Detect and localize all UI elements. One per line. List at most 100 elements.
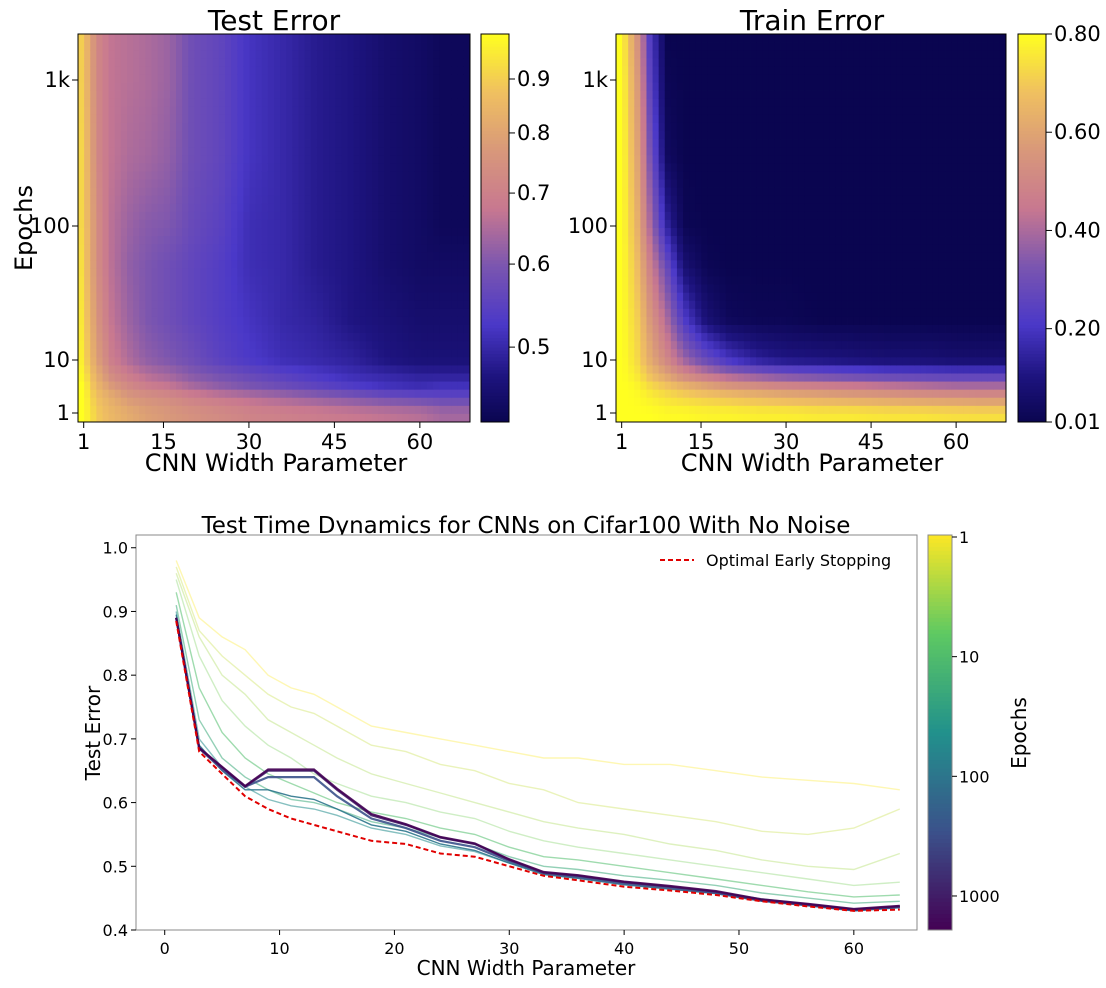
heatmap-cell — [658, 139, 666, 148]
heatmap-cell — [127, 389, 134, 399]
heatmap-cell — [421, 122, 428, 132]
heatmap-cell — [713, 260, 720, 269]
heatmap-cell — [108, 333, 116, 342]
heatmap-cell — [323, 349, 330, 358]
heatmap-cell — [768, 333, 775, 342]
heatmap-cell — [145, 260, 152, 269]
heatmap-cell — [249, 163, 257, 172]
heatmap-cell — [212, 122, 220, 132]
heatmap-cell — [316, 106, 324, 116]
heatmap-cell — [622, 413, 629, 423]
heatmap-cell — [365, 147, 373, 156]
heatmap-cell — [280, 389, 287, 399]
heatmap-cell — [206, 163, 214, 172]
heatmap-cell — [384, 42, 391, 51]
heatmap-cell — [182, 211, 189, 221]
heatmap-cell — [670, 50, 678, 59]
heatmap-cell — [176, 357, 183, 366]
heatmap-cell — [676, 139, 684, 148]
colorbar-segment — [481, 127, 509, 132]
heatmap-cell — [255, 389, 263, 399]
heatmap-cell — [634, 389, 641, 399]
heatmap-cell — [451, 66, 459, 75]
heatmap-cell — [725, 349, 733, 358]
heatmap-cell — [634, 90, 641, 100]
heatmap-cell — [237, 260, 244, 269]
heatmap-cell — [628, 179, 635, 188]
heatmap-cell — [628, 397, 635, 407]
heatmap-cell — [206, 171, 214, 180]
heatmap-cell — [274, 349, 281, 358]
heatmap-cell — [616, 260, 623, 269]
heatmap-cell — [743, 389, 751, 399]
heatmap-cell — [427, 405, 434, 415]
heatmap-cell — [114, 114, 122, 124]
heatmap-cell — [451, 276, 459, 285]
heatmap-cell — [84, 90, 91, 100]
heatmap-cell — [188, 413, 195, 423]
heatmap-cell — [225, 276, 232, 285]
heatmap-cell — [206, 276, 214, 285]
heatmap-cell — [737, 389, 745, 399]
heatmap-cell — [188, 373, 195, 382]
heatmap-cell — [451, 300, 459, 310]
heatmap-cell — [102, 244, 110, 253]
heatmap-cell — [96, 131, 103, 140]
heatmap-cell — [750, 58, 757, 67]
heatmap-cell — [206, 179, 214, 188]
heatmap-cell — [786, 203, 794, 213]
heatmap-cell — [194, 236, 201, 245]
heatmap-cell — [433, 349, 440, 358]
heatmap-cell — [713, 341, 720, 350]
heatmap-cell — [829, 90, 836, 100]
heatmap-cell — [212, 155, 220, 164]
heatmap-cell — [304, 397, 312, 407]
heatmap-cell — [628, 300, 635, 310]
heatmap-cell — [372, 268, 379, 277]
heatmap-cell — [817, 308, 824, 318]
heatmap-cell — [786, 171, 794, 180]
heatmap-cell — [353, 74, 361, 83]
heatmap-cell — [359, 325, 367, 334]
heatmap-cell — [212, 219, 220, 229]
heatmap-cell — [145, 357, 152, 366]
colorbar-segment — [481, 134, 509, 138]
heatmap-cell — [353, 203, 361, 213]
heatmap-cell — [145, 131, 152, 140]
heatmap-cell — [421, 195, 428, 205]
heatmap-cell — [90, 171, 97, 180]
heatmap-cell — [157, 333, 165, 342]
heatmap-cell — [310, 203, 318, 213]
x-tick-label: 1 — [77, 430, 90, 454]
heatmap-cell — [670, 82, 678, 91]
heatmap-cell — [96, 90, 103, 100]
heatmap-cell — [188, 106, 195, 116]
heatmap-cell — [695, 147, 702, 156]
heatmap-cell — [225, 131, 232, 140]
heatmap-cell — [701, 300, 708, 310]
heatmap-cell — [652, 365, 660, 374]
heatmap-cell — [622, 308, 629, 318]
heatmap-cell — [298, 260, 306, 269]
heatmap-cell — [157, 90, 165, 100]
heatmap-cell — [762, 163, 769, 172]
heatmap-cell — [329, 228, 336, 237]
heatmap-cell — [365, 357, 373, 366]
heatmap-cell — [823, 42, 830, 51]
heatmap-cell — [163, 381, 171, 391]
heatmap-cell — [701, 203, 708, 213]
heatmap-cell — [298, 179, 306, 188]
heatmap-cell — [231, 82, 238, 91]
heatmap-cell — [713, 228, 720, 237]
heatmap-cell — [396, 341, 404, 350]
heatmap-cell — [267, 163, 275, 172]
heatmap-cell — [676, 405, 684, 415]
heatmap-cell — [634, 98, 641, 108]
heatmap-cell — [114, 163, 122, 172]
heatmap-cell — [90, 203, 97, 213]
heatmap-cell — [176, 114, 183, 124]
heatmap-cell — [274, 381, 281, 391]
heatmap-cell — [670, 381, 678, 391]
heatmap-cell — [835, 228, 842, 237]
heatmap-cell — [304, 90, 312, 100]
